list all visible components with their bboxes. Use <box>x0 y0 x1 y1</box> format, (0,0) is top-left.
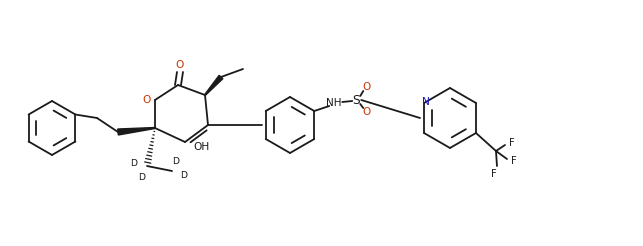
Text: O: O <box>176 60 184 70</box>
Text: NH: NH <box>327 98 342 108</box>
Text: D: D <box>181 171 188 181</box>
Polygon shape <box>204 75 223 95</box>
Text: OH: OH <box>193 142 209 152</box>
Text: O: O <box>143 95 151 105</box>
Text: D: D <box>138 173 145 183</box>
Text: D: D <box>131 158 138 168</box>
Text: O: O <box>362 107 370 117</box>
Text: F: F <box>509 138 515 148</box>
Text: D: D <box>172 156 179 166</box>
Text: N: N <box>422 97 430 107</box>
Text: F: F <box>511 156 517 166</box>
Polygon shape <box>118 127 155 135</box>
Text: F: F <box>491 169 497 179</box>
Text: S: S <box>352 93 360 107</box>
Text: O: O <box>362 82 370 92</box>
